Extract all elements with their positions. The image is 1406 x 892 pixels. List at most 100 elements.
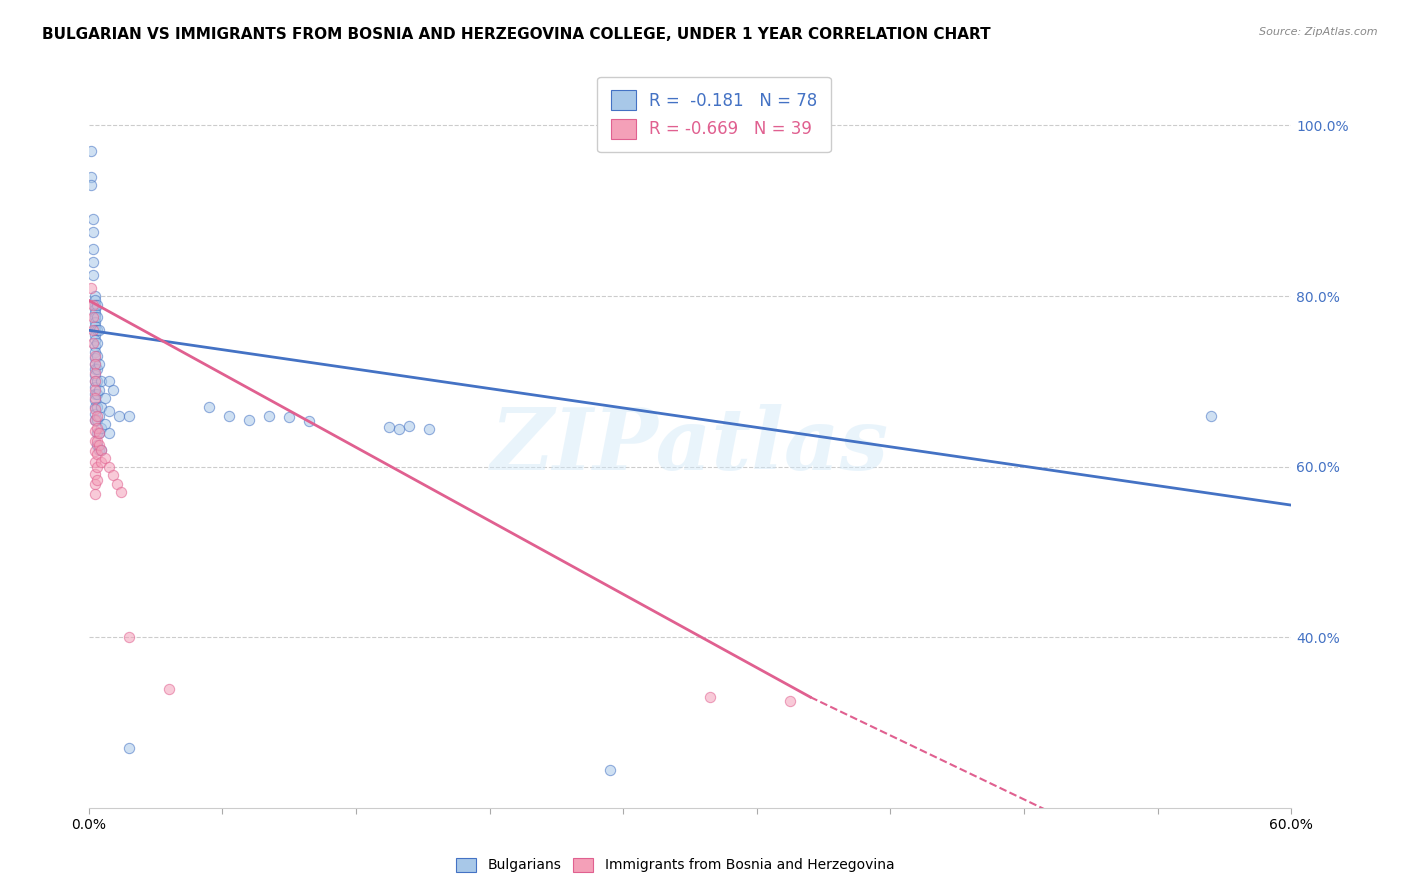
Point (86, 361, 108, 376)
Point (779, 694, 801, 708)
Point (87, 357, 110, 371)
Point (86, 438, 108, 452)
Point (699, 690, 721, 704)
Point (86, 375, 108, 389)
Point (90, 421, 112, 435)
Point (1199, 409, 1222, 423)
Point (378, 420, 401, 434)
Point (110, 485, 132, 500)
Point (257, 409, 280, 423)
Point (83, 301, 105, 316)
Point (94, 392, 117, 406)
Point (82, 298, 104, 312)
Point (83, 293, 105, 308)
Point (83, 338, 105, 352)
Point (83, 455, 105, 469)
Point (82, 268, 104, 282)
Point (87, 438, 110, 452)
Point (118, 741, 141, 756)
Point (101, 383, 124, 397)
Point (83, 334, 105, 348)
Point (83, 289, 105, 303)
Point (83, 375, 105, 389)
Point (83, 357, 105, 371)
Point (97, 375, 120, 389)
Point (83, 380, 105, 394)
Point (218, 409, 240, 423)
Legend: Bulgarians, Immigrants from Bosnia and Herzegovina: Bulgarians, Immigrants from Bosnia and H… (450, 852, 900, 878)
Point (86, 425, 108, 440)
Point (83, 318, 105, 333)
Point (80, 169, 103, 184)
Point (83, 467, 105, 481)
Text: Source: ZipAtlas.com: Source: ZipAtlas.com (1260, 27, 1378, 37)
Point (87, 425, 110, 440)
Point (86, 473, 108, 487)
Point (97, 425, 120, 440)
Point (82, 336, 104, 351)
Point (118, 409, 141, 423)
Point (83, 351, 105, 365)
Point (83, 393, 105, 408)
Point (83, 366, 105, 380)
Point (94, 417, 117, 431)
Point (83, 368, 105, 382)
Point (83, 392, 105, 406)
Point (90, 442, 112, 457)
Point (87, 425, 110, 440)
Point (298, 414, 321, 428)
Point (86, 447, 108, 461)
Legend: R =  -0.181   N = 78, R = -0.669   N = 39: R = -0.181 N = 78, R = -0.669 N = 39 (598, 77, 831, 153)
Point (97, 459, 120, 474)
Point (238, 413, 260, 427)
Point (90, 455, 112, 469)
Point (86, 434, 108, 449)
Point (83, 434, 105, 449)
Point (90, 400, 112, 414)
Point (83, 315, 105, 329)
Point (82, 255, 104, 269)
Point (86, 310, 108, 325)
Point (83, 387, 105, 401)
Point (83, 407, 105, 421)
Text: BULGARIAN VS IMMIGRANTS FROM BOSNIA AND HERZEGOVINA COLLEGE, UNDER 1 YEAR CORREL: BULGARIAN VS IMMIGRANTS FROM BOSNIA AND … (42, 27, 991, 42)
Point (86, 459, 108, 474)
Point (83, 349, 105, 363)
Point (83, 375, 105, 389)
Point (86, 409, 108, 423)
Point (198, 400, 221, 414)
Point (83, 298, 105, 312)
Point (83, 487, 105, 501)
Point (80, 178, 103, 193)
Point (107, 409, 129, 423)
Text: ZIPatlas: ZIPatlas (491, 404, 889, 487)
Point (86, 421, 108, 435)
Point (83, 476, 105, 491)
Point (86, 336, 108, 351)
Point (398, 418, 420, 433)
Point (101, 468, 124, 483)
Point (87, 323, 110, 337)
Point (83, 400, 105, 414)
Point (105, 476, 128, 491)
Point (87, 409, 110, 423)
Point (86, 413, 108, 427)
Point (83, 306, 105, 320)
Point (83, 413, 105, 427)
Point (83, 413, 105, 427)
Point (278, 410, 301, 425)
Point (80, 280, 103, 294)
Point (83, 323, 105, 337)
Point (97, 404, 120, 418)
Point (157, 681, 180, 696)
Point (83, 361, 105, 376)
Point (83, 424, 105, 438)
Point (82, 242, 104, 256)
Point (86, 387, 108, 401)
Point (418, 422, 440, 436)
Point (90, 375, 112, 389)
Point (82, 212, 104, 227)
Point (82, 310, 104, 325)
Point (80, 144, 103, 158)
Point (86, 400, 108, 414)
